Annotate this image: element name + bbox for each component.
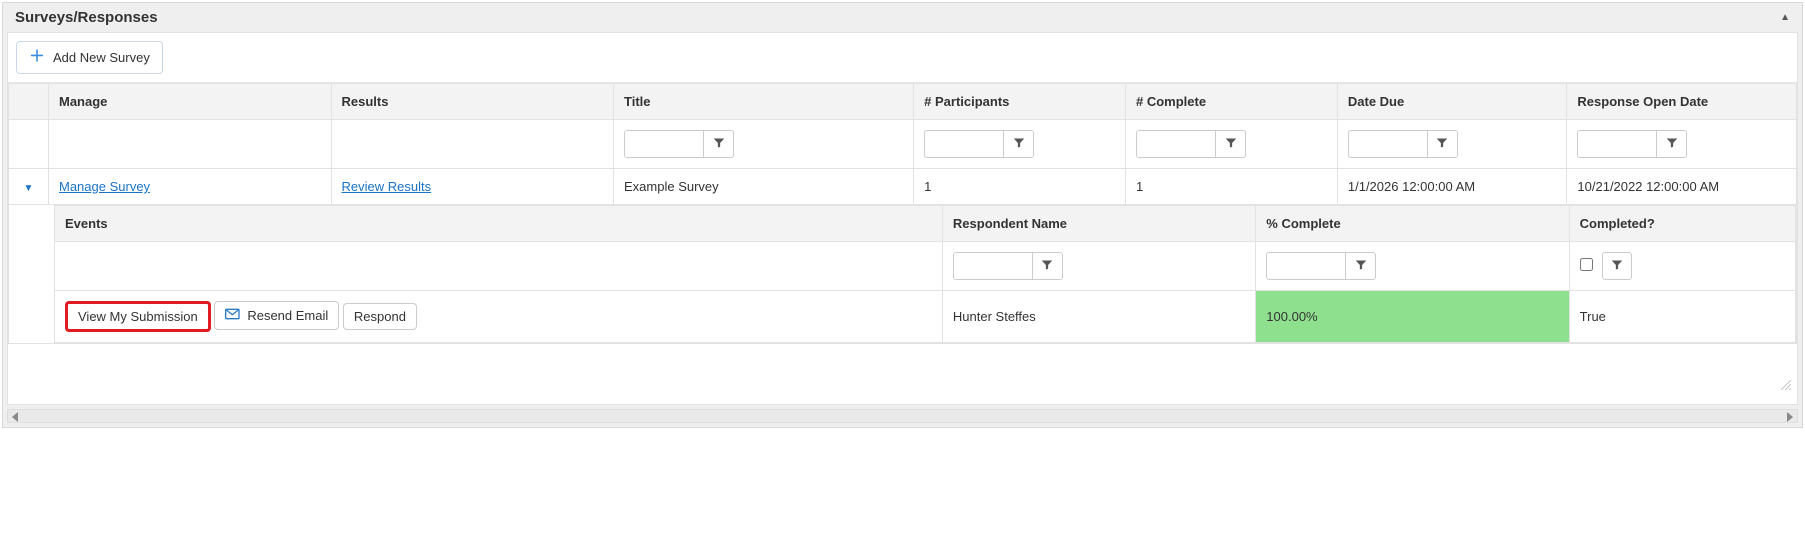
manage-survey-link[interactable]: Manage Survey — [59, 179, 150, 194]
cell-open-date: 10/21/2022 12:00:00 AM — [1567, 169, 1797, 205]
cell-participants: 1 — [914, 169, 1126, 205]
survey-row: ▼ Manage Survey Review Results Example S… — [9, 169, 1797, 205]
filter-completed-button[interactable] — [1602, 252, 1632, 280]
col-respondent[interactable]: Respondent Name — [942, 206, 1255, 242]
horizontal-scrollbar[interactable] — [7, 409, 1798, 423]
col-participants[interactable]: # Participants — [914, 84, 1126, 120]
col-results[interactable]: Results — [331, 84, 614, 120]
events-grid: Events Respondent Name % Complete Comple… — [54, 205, 1796, 343]
col-date-due[interactable]: Date Due — [1337, 84, 1567, 120]
panel-header: Surveys/Responses ▲ — [3, 3, 1802, 32]
filter-icon — [1013, 137, 1025, 152]
cell-respondent: Hunter Steffes — [942, 291, 1255, 343]
nested-filter-row — [55, 242, 1796, 291]
filter-pct-button[interactable] — [1346, 252, 1376, 280]
resize-handle-icon[interactable] — [1781, 378, 1791, 388]
review-results-link[interactable]: Review Results — [342, 179, 432, 194]
filter-participants-button[interactable] — [1004, 130, 1034, 158]
toolbar: Add New Survey — [8, 33, 1797, 83]
filter-participants-input[interactable] — [924, 130, 1004, 158]
filter-icon — [1611, 259, 1623, 274]
filter-icon — [1436, 137, 1448, 152]
filter-icon — [1355, 259, 1367, 274]
cell-complete: 1 — [1126, 169, 1338, 205]
col-pct-complete[interactable]: % Complete — [1256, 206, 1569, 242]
add-survey-label: Add New Survey — [53, 50, 150, 65]
filter-respondent-button[interactable] — [1033, 252, 1063, 280]
filter-date-due-button[interactable] — [1428, 130, 1458, 158]
view-my-submission-button[interactable]: View My Submission — [65, 301, 211, 332]
filter-pct-input[interactable] — [1266, 252, 1346, 280]
filter-complete-input[interactable] — [1136, 130, 1216, 158]
collapse-icon[interactable]: ▲ — [1780, 12, 1790, 23]
col-events[interactable]: Events — [55, 206, 943, 242]
respond-button[interactable]: Respond — [343, 303, 417, 330]
panel-body: Add New Survey Manage Results Title — [7, 32, 1798, 405]
plus-icon — [29, 48, 45, 67]
filter-title-button[interactable] — [704, 130, 734, 158]
row-expand-toggle[interactable]: ▼ — [24, 183, 34, 194]
filter-completed-checkbox[interactable] — [1580, 258, 1593, 271]
cell-title: Example Survey — [614, 169, 914, 205]
filter-respondent-input[interactable] — [953, 252, 1033, 280]
cell-completed: True — [1569, 291, 1795, 343]
filter-title-input[interactable] — [624, 130, 704, 158]
filter-icon — [1041, 259, 1053, 274]
surveys-panel: Surveys/Responses ▲ Add New Survey — [2, 2, 1803, 428]
nested-row-container: Events Respondent Name % Complete Comple… — [9, 205, 1797, 344]
filter-icon — [1225, 137, 1237, 152]
col-completed[interactable]: Completed? — [1569, 206, 1795, 242]
filter-date-due-input[interactable] — [1348, 130, 1428, 158]
filter-open-date-button[interactable] — [1657, 130, 1687, 158]
header-row: Manage Results Title # Participants # Co… — [9, 84, 1797, 120]
surveys-grid: Manage Results Title # Participants # Co… — [8, 83, 1797, 344]
nested-header-row: Events Respondent Name % Complete Comple… — [55, 206, 1796, 242]
cell-pct-complete: 100.00% — [1256, 291, 1569, 343]
expand-header — [9, 84, 49, 120]
add-survey-button[interactable]: Add New Survey — [16, 41, 163, 74]
col-manage[interactable]: Manage — [49, 84, 332, 120]
filter-icon — [713, 137, 725, 152]
mail-icon — [225, 307, 241, 324]
filter-complete-button[interactable] — [1216, 130, 1246, 158]
event-row: View My Submission Resend Email — [55, 291, 1796, 343]
col-complete[interactable]: # Complete — [1126, 84, 1338, 120]
resend-email-button[interactable]: Resend Email — [214, 301, 339, 330]
col-title[interactable]: Title — [614, 84, 914, 120]
filter-row — [9, 120, 1797, 169]
col-open-date[interactable]: Response Open Date — [1567, 84, 1797, 120]
filter-open-date-input[interactable] — [1577, 130, 1657, 158]
filter-icon — [1666, 137, 1678, 152]
panel-title: Surveys/Responses — [15, 9, 158, 26]
cell-date-due: 1/1/2026 12:00:00 AM — [1337, 169, 1567, 205]
